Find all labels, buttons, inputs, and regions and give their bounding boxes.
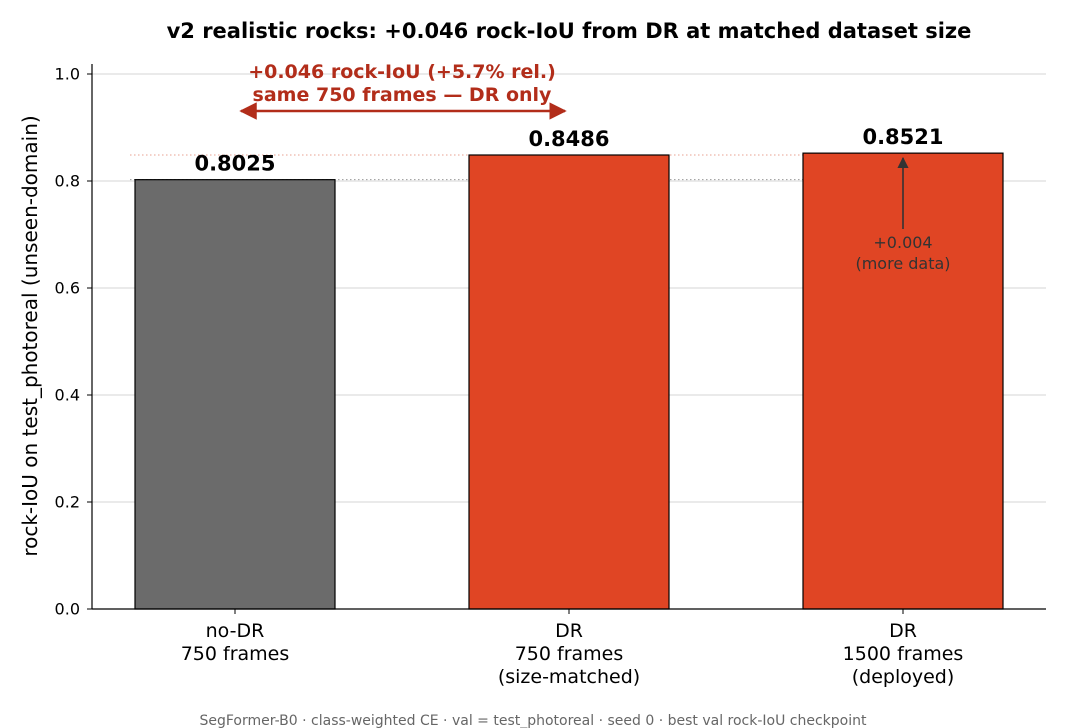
x-tick-label: 750 frames xyxy=(515,643,624,665)
bar-2 xyxy=(802,152,1004,610)
dr-gain-label-2: same 750 frames — DR only xyxy=(253,84,552,106)
x-tick-label: 1500 frames xyxy=(843,643,964,665)
data-gain-label-1: +0.004 xyxy=(873,233,932,252)
y-tick-label: 0.6 xyxy=(55,279,80,298)
bar-group xyxy=(134,152,1004,610)
dr-gain-annotation: +0.046 rock-IoU (+5.7% rel.) same 750 fr… xyxy=(239,61,567,120)
bar-1 xyxy=(468,154,670,610)
x-tick-label: (size-matched) xyxy=(498,666,640,688)
y-axis-label: rock-IoU on test_photoreal (unseen-domai… xyxy=(18,115,42,556)
data-gain-label-2: (more data) xyxy=(855,254,950,273)
x-tick-label: DR xyxy=(555,620,583,642)
bar-0 xyxy=(134,179,336,610)
y-tick-label: 0.0 xyxy=(55,600,80,619)
y-tick-label: 1.0 xyxy=(55,65,80,84)
value-label-0: 0.8025 xyxy=(194,152,275,176)
value-labels: 0.8025 0.8486 0.8521 xyxy=(194,125,943,176)
x-tick-label: (deployed) xyxy=(852,666,955,688)
x-tick-label: DR xyxy=(889,620,917,642)
x-tick-label: 750 frames xyxy=(181,643,290,665)
y-tick-label: 0.4 xyxy=(55,386,80,405)
y-tick-label: 0.8 xyxy=(55,172,80,191)
y-tick-label: 0.2 xyxy=(55,493,80,512)
dr-gain-label-1: +0.046 rock-IoU (+5.7% rel.) xyxy=(248,61,556,83)
x-tick-label: no-DR xyxy=(206,620,265,642)
chart-title: v2 realistic rocks: +0.046 rock-IoU from… xyxy=(167,19,972,43)
value-label-1: 0.8486 xyxy=(528,127,609,151)
data-gain-annotation: +0.004 (more data) xyxy=(855,156,951,273)
footer-note: SegFormer-B0 · class-weighted CE · val =… xyxy=(199,713,867,728)
y-ticks: 0.0 0.2 0.4 0.6 0.8 1.0 xyxy=(55,65,92,619)
value-label-2: 0.8521 xyxy=(862,125,943,149)
